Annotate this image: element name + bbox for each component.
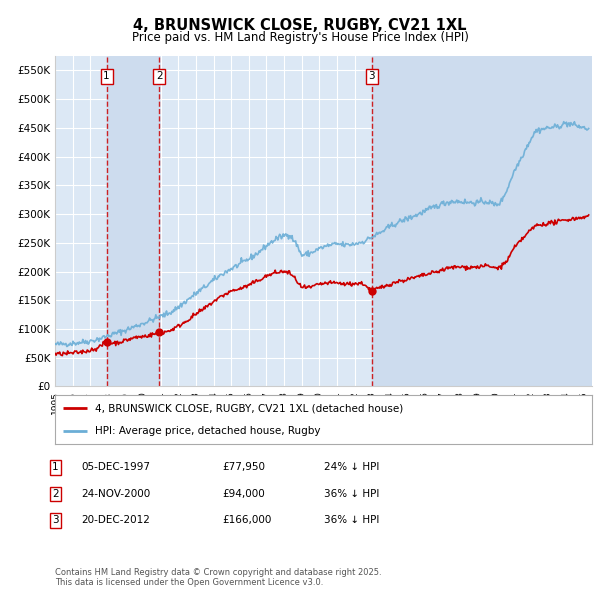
Text: 1: 1 [103,71,110,81]
Bar [107,56,159,386]
Text: £166,000: £166,000 [222,516,271,525]
Text: 4, BRUNSWICK CLOSE, RUGBY, CV21 1XL (detached house): 4, BRUNSWICK CLOSE, RUGBY, CV21 1XL (det… [95,404,404,414]
Text: Price paid vs. HM Land Registry's House Price Index (HPI): Price paid vs. HM Land Registry's House … [131,31,469,44]
Text: £77,950: £77,950 [222,463,265,472]
Text: 2: 2 [52,489,59,499]
Text: 05-DEC-1997: 05-DEC-1997 [81,463,150,472]
Text: 24-NOV-2000: 24-NOV-2000 [81,489,150,499]
Text: 1: 1 [52,463,59,472]
Bar [371,56,592,386]
Text: 4, BRUNSWICK CLOSE, RUGBY, CV21 1XL: 4, BRUNSWICK CLOSE, RUGBY, CV21 1XL [133,18,467,32]
Text: £94,000: £94,000 [222,489,265,499]
Text: HPI: Average price, detached house, Rugby: HPI: Average price, detached house, Rugb… [95,425,321,435]
Text: 3: 3 [368,71,375,81]
Text: 2: 2 [156,71,163,81]
Text: Contains HM Land Registry data © Crown copyright and database right 2025.
This d: Contains HM Land Registry data © Crown c… [55,568,382,587]
Text: 3: 3 [52,516,59,525]
Text: 36% ↓ HPI: 36% ↓ HPI [324,489,379,499]
Text: 24% ↓ HPI: 24% ↓ HPI [324,463,379,472]
Text: 36% ↓ HPI: 36% ↓ HPI [324,516,379,525]
Text: 20-DEC-2012: 20-DEC-2012 [81,516,150,525]
